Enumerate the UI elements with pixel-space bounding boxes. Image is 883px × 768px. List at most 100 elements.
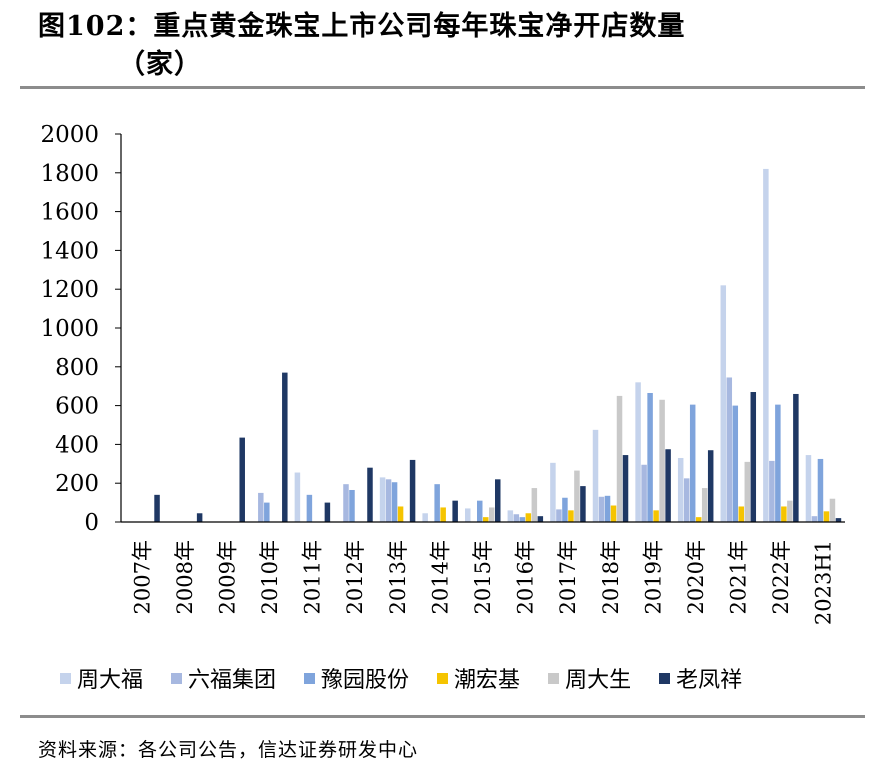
- x-tick-label: 2020年: [684, 540, 708, 614]
- y-tick-label: 600: [55, 394, 99, 420]
- legend-swatch: [548, 672, 560, 684]
- bar: [787, 500, 793, 522]
- bar: [440, 507, 446, 522]
- bar: [483, 517, 489, 522]
- bar: [556, 509, 562, 522]
- bar: [683, 478, 690, 522]
- x-tick-label: 2011年: [301, 540, 325, 614]
- y-tick-label: 0: [84, 510, 99, 536]
- bar: [781, 506, 787, 522]
- legend-item: 老凤祥: [659, 662, 742, 694]
- bar: [835, 518, 842, 522]
- bar: [744, 461, 751, 522]
- bar: [525, 513, 532, 522]
- bar: [531, 488, 538, 522]
- bar: [695, 517, 702, 522]
- legend-item: 六福集团: [171, 662, 276, 694]
- chart-title-line-2: （家）: [118, 49, 202, 80]
- bar: [537, 516, 544, 522]
- x-tick-label: 2012年: [343, 540, 367, 614]
- x-tick-label: 2016年: [514, 540, 538, 614]
- legend-label: 六福集团: [188, 668, 277, 693]
- x-tick-label: 2015年: [471, 540, 495, 614]
- bar: [622, 455, 629, 522]
- legend-swatch: [60, 672, 71, 684]
- y-tick-label: 1400: [40, 238, 99, 264]
- legend-label: 周大福: [77, 668, 144, 693]
- bar: [689, 404, 696, 522]
- x-tick-label: 2023H1: [812, 540, 836, 625]
- bar: [750, 392, 757, 522]
- bar: [829, 498, 836, 522]
- bar: [562, 497, 568, 522]
- x-tick-label: 2009年: [215, 540, 239, 614]
- legend-swatch: [171, 672, 183, 684]
- bar: [610, 505, 617, 522]
- bar: [465, 508, 471, 522]
- legend-label: 老凤祥: [676, 668, 743, 693]
- bar: [653, 510, 659, 522]
- legend-label: 周大生: [565, 668, 632, 693]
- bar: [677, 457, 684, 522]
- legend-swatch: [304, 672, 316, 684]
- bar: [775, 404, 781, 522]
- bar: [720, 285, 727, 522]
- bar: [349, 489, 355, 522]
- bar: [434, 484, 440, 522]
- bar: [258, 492, 264, 522]
- bar: [598, 496, 605, 522]
- bar: [811, 516, 818, 522]
- bar: [701, 488, 708, 522]
- bar: [367, 467, 373, 522]
- x-tick-label: 2018年: [599, 540, 623, 614]
- y-tick-label: 1600: [40, 200, 99, 226]
- bar: [391, 482, 398, 522]
- bar: [641, 464, 647, 522]
- source-note: 资料来源：各公司公告，信达证券研发中心: [38, 739, 419, 761]
- bar: [793, 393, 799, 522]
- bar: [568, 510, 574, 522]
- y-tick-label: 1000: [40, 316, 99, 342]
- x-tick-label: 2013年: [386, 540, 410, 614]
- title-divider: [20, 86, 865, 89]
- bar: [805, 455, 812, 522]
- legend-item: 周大生: [548, 662, 631, 694]
- legend-swatch: [437, 672, 449, 684]
- bar: [422, 513, 428, 522]
- legend-label: 潮宏基: [454, 668, 521, 693]
- x-tick-label: 2017年: [556, 540, 580, 614]
- bar: [306, 494, 313, 522]
- bar: [264, 502, 270, 522]
- chart-title-line-1: 图102：重点黄金珠宝上市公司每年珠宝净开店数量: [38, 11, 686, 42]
- bar: [574, 470, 580, 522]
- x-tick-label: 2007年: [130, 540, 154, 614]
- bar: [604, 495, 611, 522]
- bar-chart: 0 200 400 600 800 1000 1200 1400 1600 1800 2000 200…: [40, 122, 845, 625]
- x-tick-label: 2022年: [769, 540, 793, 614]
- bar: [665, 449, 671, 522]
- bar: [732, 405, 739, 522]
- bar: [282, 372, 288, 522]
- bar: [385, 479, 392, 522]
- bar: [647, 392, 653, 522]
- legend-swatch: [659, 672, 671, 684]
- bar: [409, 459, 416, 522]
- bar: [452, 500, 458, 522]
- bar: [769, 460, 775, 522]
- bar: [489, 507, 495, 522]
- bar: [397, 506, 404, 522]
- x-tick-label: 2008年: [173, 540, 197, 614]
- bar: [519, 517, 526, 522]
- bar: [616, 395, 623, 522]
- bar: [707, 450, 714, 522]
- bar: [763, 168, 769, 523]
- bar: [726, 377, 733, 522]
- chart-legend: 周大福 六福集团 豫园股份 潮宏基 周大生 老凤祥: [60, 662, 770, 694]
- legend-item: 周大福: [60, 662, 143, 694]
- bar: [324, 502, 331, 522]
- bar: [239, 437, 245, 522]
- bar: [477, 500, 483, 522]
- y-tick-label: 2000: [40, 122, 99, 148]
- x-tick-label: 2010年: [258, 540, 282, 614]
- footer-divider: [20, 715, 865, 718]
